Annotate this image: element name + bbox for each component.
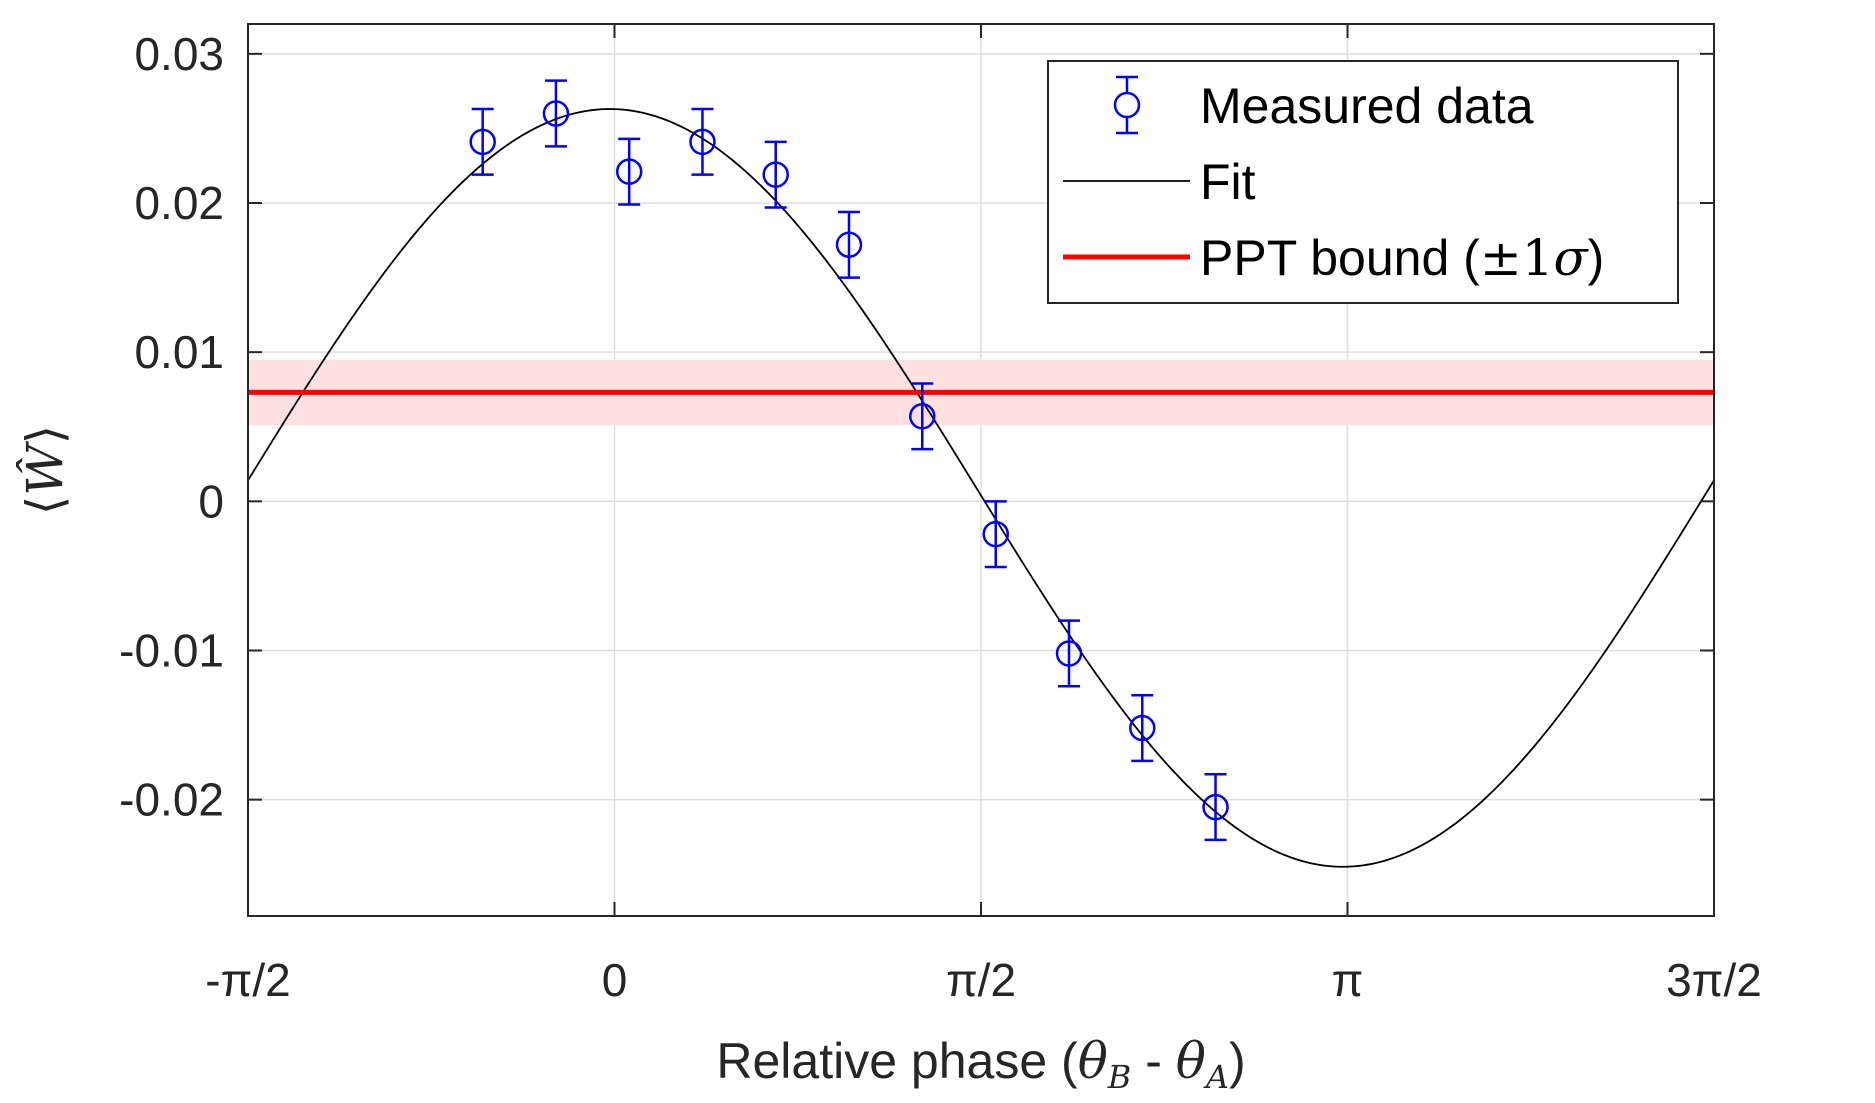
circle-marker xyxy=(469,128,496,156)
legend-ppt-one: 1 xyxy=(1522,229,1554,287)
circle-marker xyxy=(689,128,716,156)
legend-ppt-prefix: PPT bound ( xyxy=(1200,230,1480,286)
x-axis-label-sub-a: A xyxy=(1203,1058,1229,1096)
legend: Measured data Fit PPT bound (±1σ) xyxy=(1047,60,1679,304)
data-point xyxy=(982,500,1009,569)
data-point xyxy=(835,210,863,279)
y-axis-label-rangle: ⟩ xyxy=(16,425,74,445)
data-point xyxy=(1202,773,1229,842)
data-point xyxy=(908,382,936,451)
x-tick-labels: -π/2 0 π/2 π 3π/2 xyxy=(205,954,1762,1006)
data-point xyxy=(689,107,716,176)
data-point xyxy=(469,107,496,176)
circle-marker xyxy=(762,161,789,188)
legend-ppt-suffix: ) xyxy=(1588,230,1605,286)
y-tick-label: -0.01 xyxy=(119,624,224,676)
x-axis-label-sub-b: B xyxy=(1107,1058,1132,1096)
legend-entry-fit: Fit xyxy=(1063,154,1256,210)
circle-marker xyxy=(908,403,936,430)
y-tick-label: 0.02 xyxy=(134,177,224,229)
y-tick-label: 0.01 xyxy=(134,326,224,378)
x-axis-label: Relative phase (θB - θA) xyxy=(716,1032,1245,1096)
x-axis-label-theta-a: θ xyxy=(1176,1032,1206,1090)
y-axis-label-langle: ⟨ xyxy=(16,496,74,516)
data-point xyxy=(1129,693,1156,763)
y-tick-label: 0.03 xyxy=(134,28,224,80)
circle-marker xyxy=(1129,714,1156,742)
tick-marks xyxy=(247,24,1715,916)
x-tick-label: π xyxy=(1332,954,1364,1006)
data-point xyxy=(542,79,570,148)
legend-box xyxy=(1047,60,1679,304)
legend-entry-ppt-bound: PPT bound (±1σ) xyxy=(1063,229,1604,287)
x-axis-label-middle: - xyxy=(1131,1033,1175,1089)
legend-entry-measured-data: Measured data xyxy=(1113,75,1534,135)
x-axis-label-prefix: Relative phase ( xyxy=(716,1033,1078,1089)
circle-marker xyxy=(982,520,1009,548)
legend-label-measured-data: Measured data xyxy=(1200,78,1534,134)
x-axis-label-suffix: ) xyxy=(1229,1033,1246,1089)
fit-curve xyxy=(247,108,1715,868)
x-tick-label: 0 xyxy=(602,954,628,1006)
circle-marker xyxy=(1202,793,1229,821)
x-tick-label: 3π/2 xyxy=(1666,954,1762,1006)
measured-data-layer xyxy=(469,79,1229,842)
circle-marker xyxy=(1055,640,1083,667)
circle-marker xyxy=(835,231,863,259)
legend-label-fit: Fit xyxy=(1200,154,1256,210)
y-axis-label-symbol: Ŵ xyxy=(15,441,74,496)
fit-curve-layer xyxy=(247,108,1715,868)
legend-circle-marker-icon xyxy=(1113,91,1141,119)
x-axis-label-theta-b: θ xyxy=(1078,1032,1108,1090)
x-tick-label: π/2 xyxy=(946,954,1016,1006)
x-tick-label: -π/2 xyxy=(205,954,290,1006)
y-tick-labels: 0.03 0.02 0.01 0 -0.01 -0.02 xyxy=(119,28,224,826)
data-point xyxy=(1055,619,1083,688)
y-tick-label: -0.02 xyxy=(119,774,224,826)
y-axis-label: ⟨Ŵ⟩ xyxy=(15,425,74,515)
legend-ppt-pm: ± xyxy=(1480,229,1522,287)
circle-marker xyxy=(615,158,643,185)
data-point xyxy=(615,137,643,206)
legend-label-ppt-bound: PPT bound (±1σ) xyxy=(1200,229,1604,287)
y-tick-label: 0 xyxy=(198,475,224,527)
circle-marker xyxy=(542,100,570,127)
data-point xyxy=(762,140,789,209)
legend-ppt-sigma: σ xyxy=(1554,229,1590,287)
